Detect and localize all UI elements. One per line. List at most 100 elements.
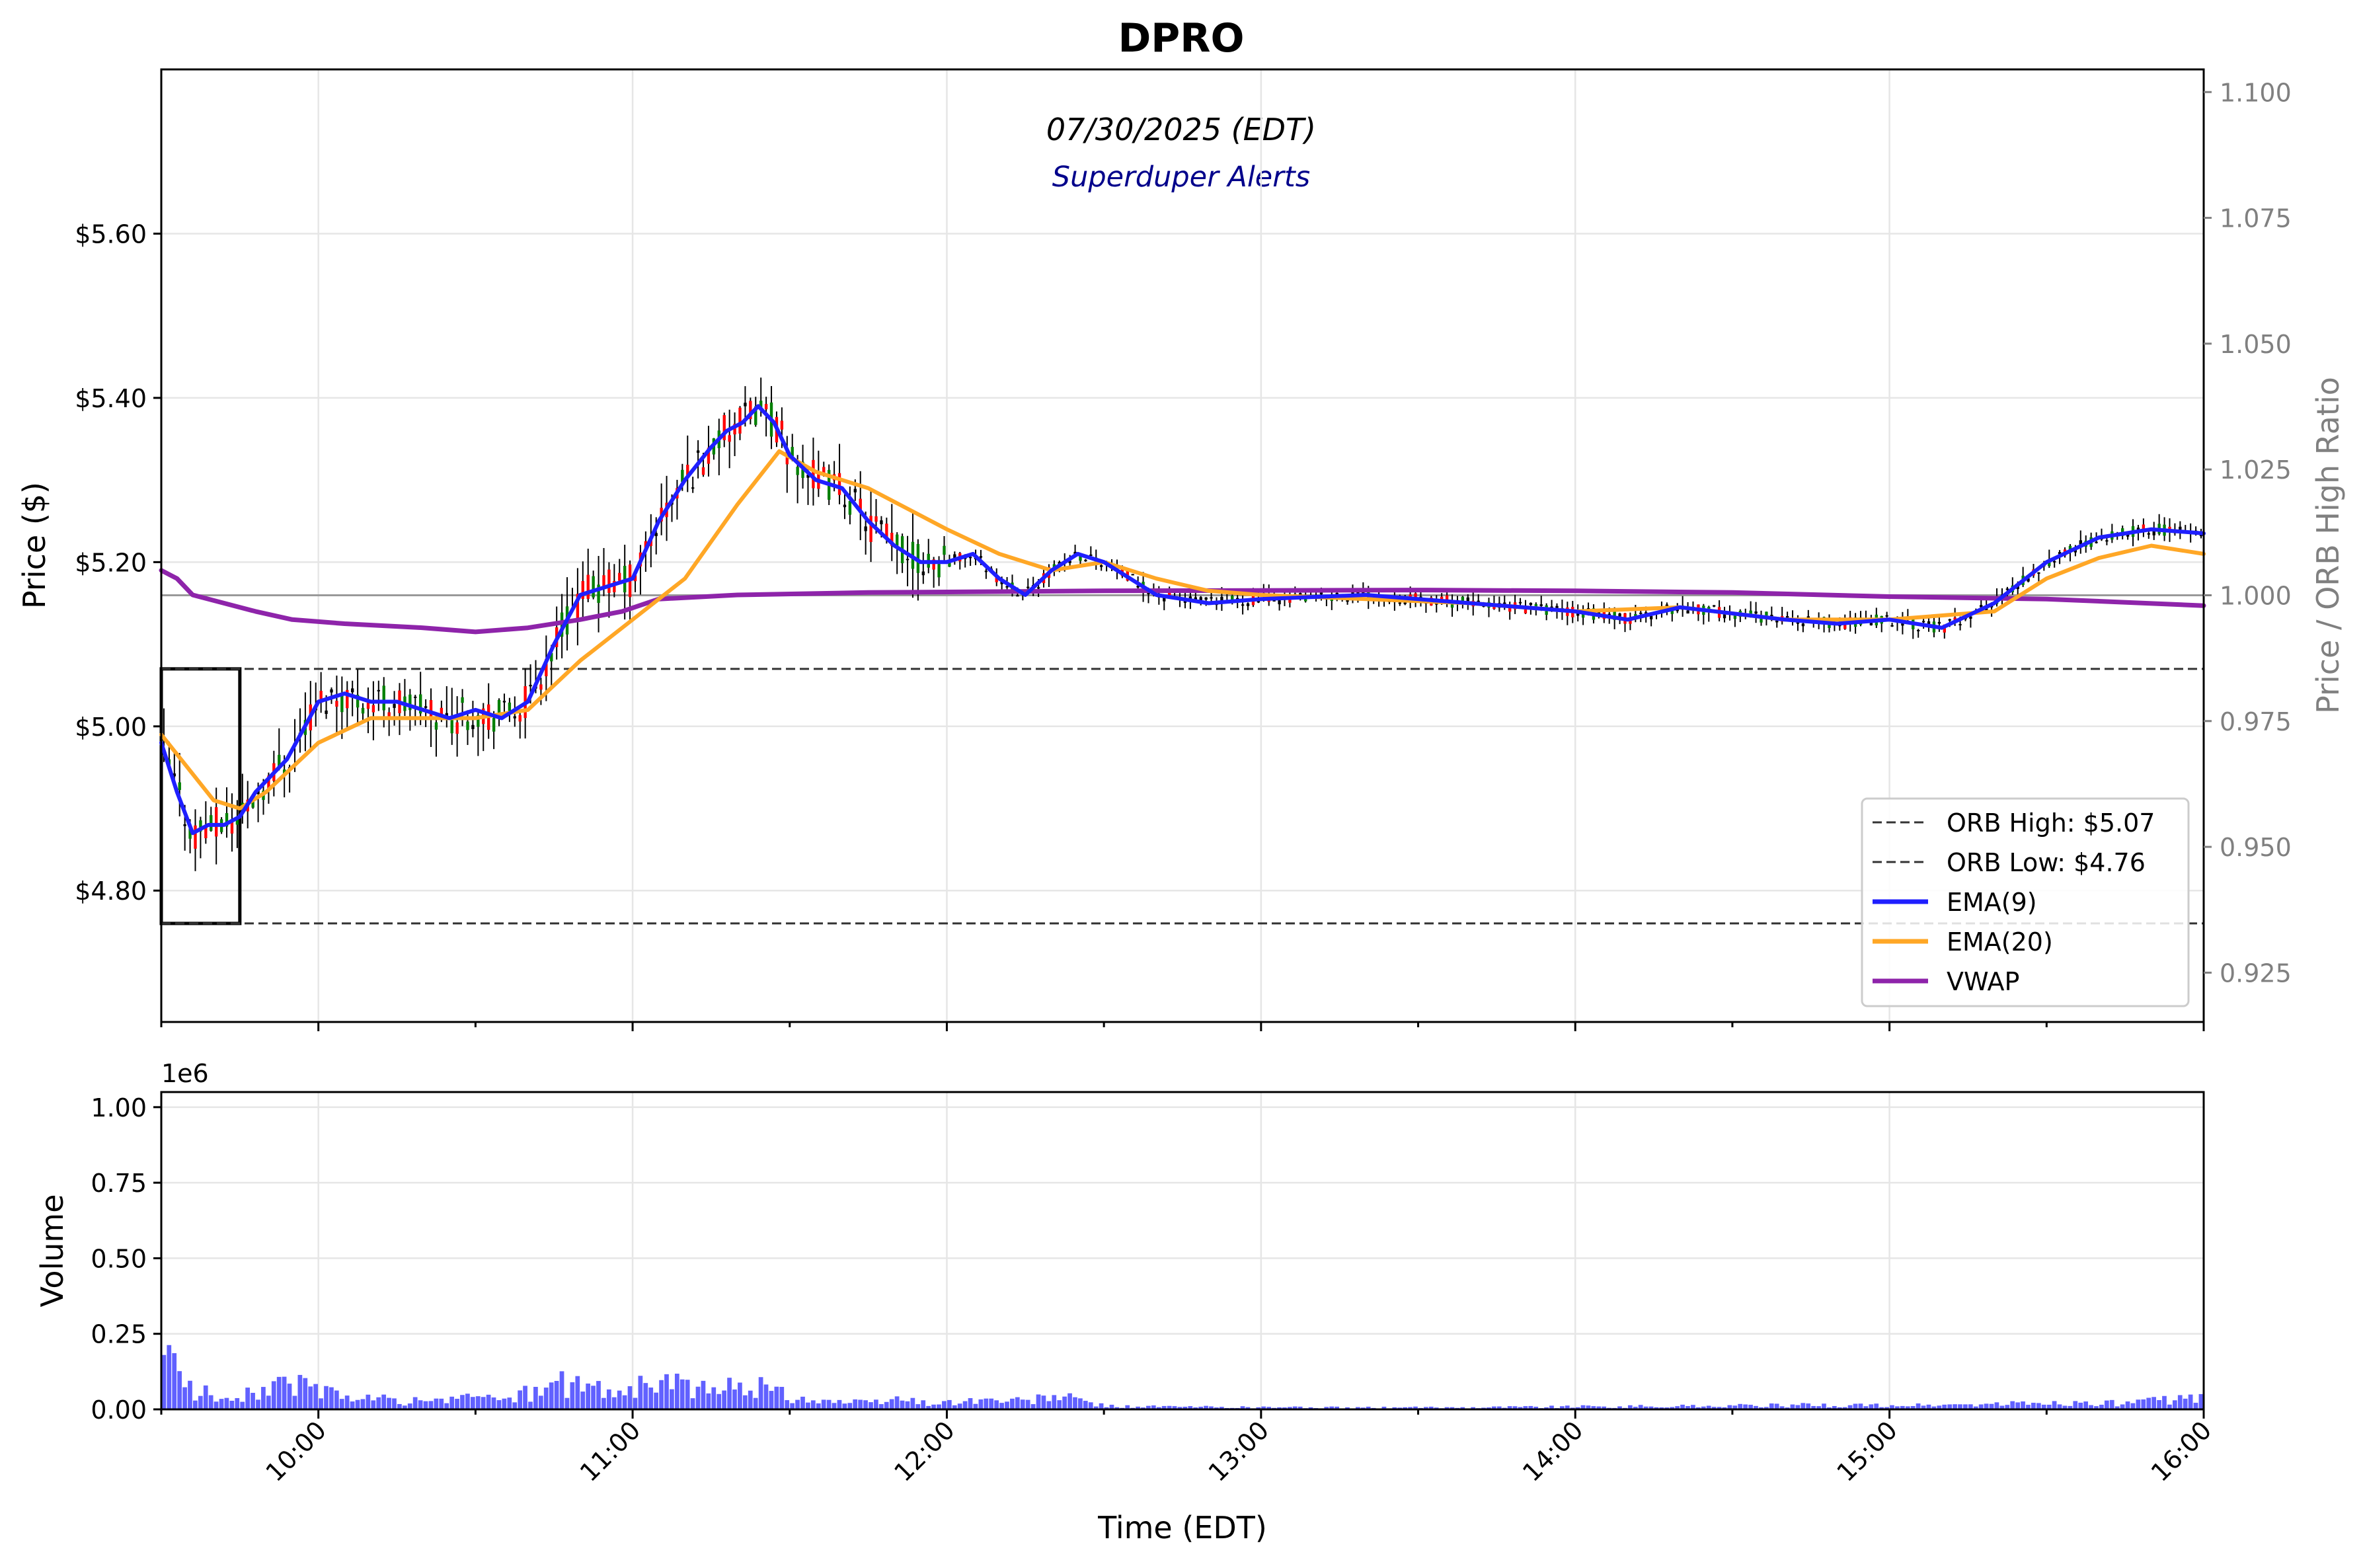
legend-label-2: EMA(9) (1947, 888, 2037, 917)
volume-bar (926, 1405, 931, 1409)
candle-body (1199, 597, 1202, 601)
candle-body (1231, 596, 1234, 602)
volume-bar (1717, 1407, 1722, 1409)
volume-bar (1528, 1405, 1533, 1409)
volume-bar (460, 1395, 465, 1409)
candle-body (754, 406, 757, 425)
volume-bar (2089, 1405, 2093, 1409)
candle-body (1948, 619, 1951, 621)
volume-bar (1748, 1405, 1753, 1409)
volume-bar (706, 1393, 711, 1409)
volume-bar (790, 1403, 795, 1409)
candle-body (759, 401, 763, 411)
volume-bar (439, 1398, 444, 1409)
volume-bar (1109, 1405, 1114, 1409)
volume-bar (2026, 1405, 2031, 1409)
volume-bar (1308, 1407, 1313, 1409)
volume-bar (1073, 1397, 1077, 1409)
volume-bar (1062, 1396, 1067, 1409)
volume-bar (423, 1401, 428, 1409)
volume-bar (1790, 1404, 1795, 1409)
volume-bar (1549, 1405, 1554, 1409)
candle-body (1645, 612, 1648, 614)
candle-body (1461, 596, 1465, 604)
series-line-vwap (159, 568, 2206, 635)
volume-bar (1999, 1405, 2005, 1409)
ratio-tick-label: 0.925 (2220, 959, 2292, 988)
volume-bar (554, 1380, 559, 1409)
candle-body (429, 700, 433, 719)
candle-body (576, 594, 580, 619)
candle-body (278, 754, 281, 769)
candle-body (371, 705, 375, 713)
volume-bar (1627, 1405, 1633, 1409)
candle-body (2079, 540, 2082, 545)
candle-body (1168, 591, 1171, 598)
candle-body (822, 467, 826, 475)
candle-body (1351, 592, 1354, 595)
volume-bar (1989, 1403, 1994, 1409)
volume-bar (800, 1396, 805, 1409)
candle-body (581, 580, 584, 600)
volume-bar (161, 1354, 167, 1409)
volume-bar (1088, 1402, 1093, 1409)
candle-body (691, 487, 695, 489)
candle-body (806, 475, 810, 478)
volume-bar (679, 1379, 685, 1409)
price-y-ticks: $4.80 $5.00 $5.20 $5.40 $5.60 (75, 219, 161, 906)
price-gridlines (161, 69, 2205, 1022)
volume-bar (2146, 1397, 2151, 1409)
volume-bar (1172, 1406, 1177, 1409)
volume-bar (1680, 1404, 1685, 1409)
candle-body (1760, 615, 1763, 623)
volume-bar (2172, 1400, 2177, 1409)
volume-bar (256, 1399, 260, 1409)
volume-bar (2188, 1394, 2193, 1409)
volume-bar (1769, 1403, 1774, 1409)
volume-bar (695, 1386, 701, 1409)
volume-bar (507, 1397, 512, 1409)
volume-bar (779, 1386, 785, 1409)
candle-body (1027, 586, 1030, 588)
volume-bar (512, 1402, 518, 1409)
candle-body (194, 825, 197, 849)
candle-body (346, 689, 349, 709)
volume-tick-label: 0.75 (91, 1169, 147, 1198)
volume-bar (308, 1386, 313, 1409)
volume-bar (381, 1394, 387, 1409)
candle-body (173, 773, 176, 777)
volume-bar (596, 1381, 601, 1409)
candle-body (330, 689, 333, 693)
volume-bar (1518, 1407, 1523, 1409)
volume-bar (763, 1384, 769, 1409)
candle-body (199, 820, 202, 832)
candle-body (764, 404, 768, 410)
candle-body (497, 699, 501, 718)
volume-bar (1617, 1406, 1622, 1409)
candle-body (408, 694, 412, 711)
volume-bar (339, 1399, 344, 1409)
candle-body (943, 545, 946, 555)
volume-bar (863, 1400, 868, 1409)
volume-bar (455, 1399, 459, 1409)
volume-bar (1146, 1405, 1151, 1409)
volume-bar (266, 1395, 271, 1409)
candle-body (812, 459, 815, 489)
volume-bar (1507, 1406, 1512, 1409)
volume-bar (690, 1398, 695, 1409)
volume-bar (2005, 1405, 2010, 1409)
volume-bar (475, 1396, 481, 1409)
candle-body (1885, 615, 1888, 617)
candle-body (984, 570, 988, 572)
volume-bar (486, 1394, 491, 1409)
candle-body (848, 500, 852, 515)
candle-body (1869, 622, 1873, 625)
volume-bar (1408, 1407, 1413, 1409)
volume-bar (1858, 1403, 1863, 1409)
volume-bar (1832, 1405, 1837, 1409)
candle-body (351, 688, 354, 693)
volume-bar (1763, 1407, 1769, 1409)
candle-body (1733, 613, 1737, 619)
candle-body (1639, 612, 1643, 614)
candle-body (1539, 604, 1543, 606)
